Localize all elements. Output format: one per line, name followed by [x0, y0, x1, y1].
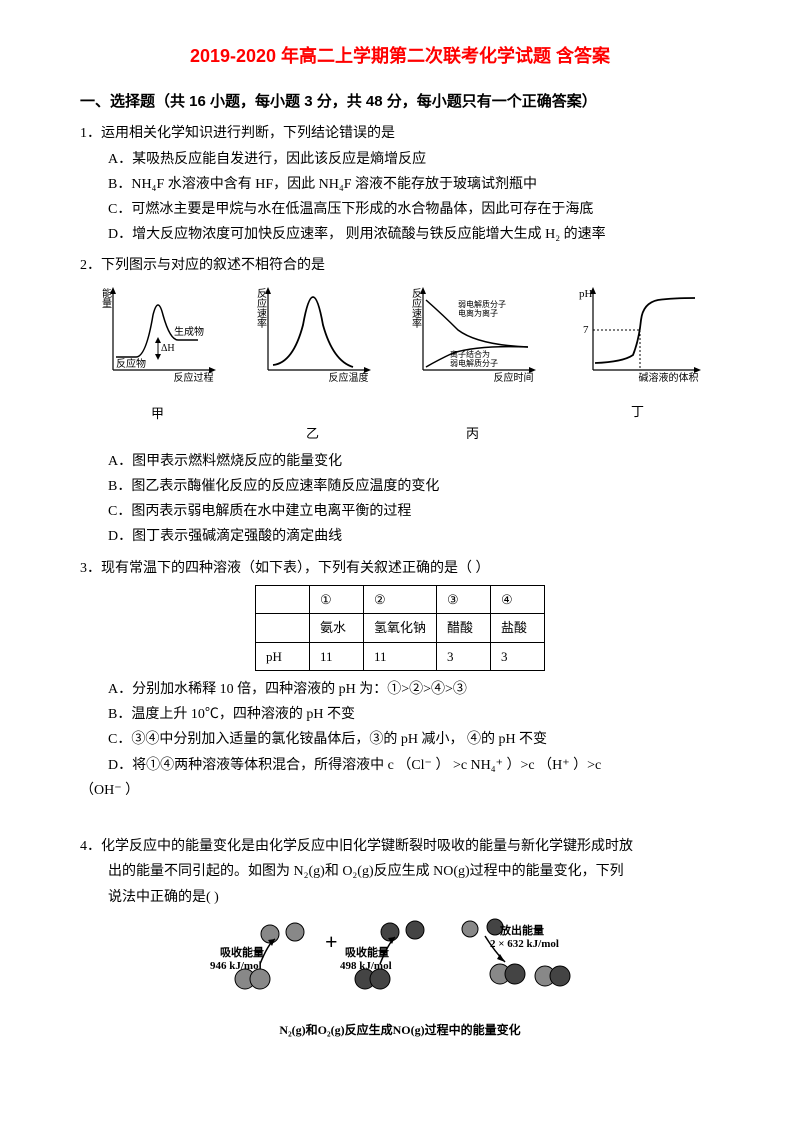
jia-xlabel: 反应过程	[174, 370, 214, 390]
svg-text:放出能量: 放出能量	[499, 923, 544, 937]
question-2: 2．下列图示与对应的叙述不相符合的是 ΔH 生成物 反应物 能量 反应过程 甲	[80, 253, 720, 549]
svg-text:吸收能量: 吸收能量	[345, 945, 389, 959]
page-title: 2019-2020 年高二上学期第二次联考化学试题 含答案	[80, 40, 720, 72]
cell: ④	[491, 585, 545, 613]
table-row: 氨水 氢氧化钠 醋酸 盐酸	[255, 614, 544, 642]
bing-ylabel: 反应速率	[406, 288, 424, 328]
table-row: pH 11 11 3 3	[255, 642, 544, 670]
question-1: 1．运用相关化学知识进行判断，下列结论错误的是 A．某吸热反应能自发进行，因此该…	[80, 121, 720, 247]
cell	[255, 614, 309, 642]
jia-label: 甲	[98, 402, 218, 425]
svg-text:pH: pH	[579, 288, 593, 300]
q4-stem2: 出的能量不同引起的。如图为 N₂(g)和 O₂(g)反应生成 NO(g)过程中的…	[80, 859, 720, 884]
cell: ②	[363, 585, 436, 613]
cell: 11	[309, 642, 363, 670]
q4-caption: N₂(g)和O₂(g)反应生成NO(g)过程中的能量变化	[80, 1020, 720, 1042]
svg-text:离子结合为: 离子结合为	[450, 349, 490, 359]
cell: 盐酸	[491, 614, 545, 642]
q3-stem: 3．现有常温下的四种溶液（如下表），下列有关叙述正确的是（ ）	[80, 556, 720, 581]
yi-xlabel: 反应温度	[329, 370, 369, 410]
q2-opt-a: A．图甲表示燃料燃烧反应的能量变化	[80, 449, 720, 474]
q4-stem3: 说法中正确的是( )	[80, 885, 720, 910]
bing-label: 丙	[408, 422, 538, 445]
q1-opt-c: C．可燃冰主要是甲烷与水在低温高压下形成的水合物晶体，因此可存在于海底	[80, 197, 720, 222]
q3-opt-d2: （OH⁻ ）	[80, 778, 720, 803]
table-row: ① ② ③ ④	[255, 585, 544, 613]
yi-label: 乙	[253, 422, 373, 445]
cell: 氢氧化钠	[363, 614, 436, 642]
diagram-jia: ΔH 生成物 反应物 能量 反应过程 甲	[98, 285, 218, 445]
cell: 氨水	[309, 614, 363, 642]
question-3: 3．现有常温下的四种溶液（如下表），下列有关叙述正确的是（ ） ① ② ③ ④ …	[80, 556, 720, 803]
svg-text:2 × 632 kJ/mol: 2 × 632 kJ/mol	[490, 938, 559, 950]
q4-stem1: 4．化学反应中的能量变化是由化学反应中旧化学键断裂时吸收的能量与新化学键形成时放	[80, 834, 720, 859]
q3-opt-b: B．温度上升 10℃，四种溶液的 pH 不变	[80, 702, 720, 727]
svg-text:498 kJ/mol: 498 kJ/mol	[340, 960, 392, 972]
q2-opt-b: B．图乙表示酶催化反应的反应速率随反应温度的变化	[80, 474, 720, 499]
q4-figure: 吸收能量 946 kJ/mol + 吸收能量 498 kJ/mol 放出能量 2…	[80, 914, 720, 1042]
svg-text:吸收能量: 吸收能量	[220, 945, 264, 959]
ding-xlabel: 碱溶液的体积	[639, 370, 699, 388]
q3-opt-a: A．分别加水稀释 10 倍，四种溶液的 pH 为：①>②>④>③	[80, 677, 720, 702]
bing-xlabel: 反应时间	[494, 370, 534, 410]
cell: 11	[363, 642, 436, 670]
cell: ①	[309, 585, 363, 613]
question-4: 4．化学反应中的能量变化是由化学反应中旧化学键断裂时吸收的能量与新化学键形成时放…	[80, 834, 720, 1041]
q1-opt-d: D．增大反应物浓度可加快反应速率， 则用浓硫酸与铁反应能增大生成 H₂ 的速率	[80, 222, 720, 247]
svg-text:7: 7	[583, 324, 589, 336]
cell: ③	[437, 585, 491, 613]
jia-ylabel: 能量	[96, 288, 114, 308]
q2-opt-d: D．图丁表示强碱滴定强酸的滴定曲线	[80, 524, 720, 549]
q1-opt-b: B．NH₄F 水溶液中含有 HF，因此 NH₄F 溶液不能存放于玻璃试剂瓶中	[80, 172, 720, 197]
cell: pH	[255, 642, 309, 670]
svg-text:反应物: 反应物	[116, 357, 146, 370]
diagram-yi: 反应速率 反应温度 乙	[253, 285, 373, 445]
q3-opt-c: C．③④中分别加入适量的氯化铵晶体后，③的 pH 减小， ④的 pH 不变	[80, 727, 720, 752]
q2-stem: 2．下列图示与对应的叙述不相符合的是	[80, 253, 720, 278]
svg-text:弱电解质分子: 弱电解质分子	[450, 358, 498, 368]
cell: 3	[437, 642, 491, 670]
q3-opt-d1: D．将①④两种溶液等体积混合，所得溶液中 c （Cl⁻ ） >c NH₄⁺ ）>…	[80, 753, 720, 778]
ding-label: 丁	[573, 400, 703, 423]
jia-dh: ΔH	[161, 343, 175, 354]
cell: 醋酸	[437, 614, 491, 642]
q3-table: ① ② ③ ④ 氨水 氢氧化钠 醋酸 盐酸 pH 11 11 3 3	[255, 585, 545, 671]
q1-opt-a: A．某吸热反应能自发进行，因此该反应是熵增反应	[80, 147, 720, 172]
svg-text:电离为离子: 电离为离子	[458, 308, 498, 318]
diagram-bing: 弱电解质分子 电离为离子 离子结合为 弱电解质分子 反应速率 反应时间 丙	[408, 285, 538, 445]
yi-ylabel: 反应速率	[251, 288, 269, 328]
q2-opt-c: C．图丙表示弱电解质在水中建立电离平衡的过程	[80, 499, 720, 524]
q2-diagrams: ΔH 生成物 反应物 能量 反应过程 甲 反应速率 反应温度	[80, 285, 720, 445]
cell: 3	[491, 642, 545, 670]
svg-text:生成物: 生成物	[174, 325, 204, 338]
q1-stem: 1．运用相关化学知识进行判断，下列结论错误的是	[80, 121, 720, 146]
section-heading: 一、选择题（共 16 小题，每小题 3 分，共 48 分，每小题只有一个正确答案…	[80, 88, 720, 115]
svg-text:946 kJ/mol: 946 kJ/mol	[210, 960, 262, 972]
svg-text:+: +	[325, 929, 338, 954]
diagram-ding: 7 pH 碱溶液的体积 丁	[573, 285, 703, 445]
cell	[255, 585, 309, 613]
svg-text:弱电解质分子: 弱电解质分子	[458, 299, 506, 309]
